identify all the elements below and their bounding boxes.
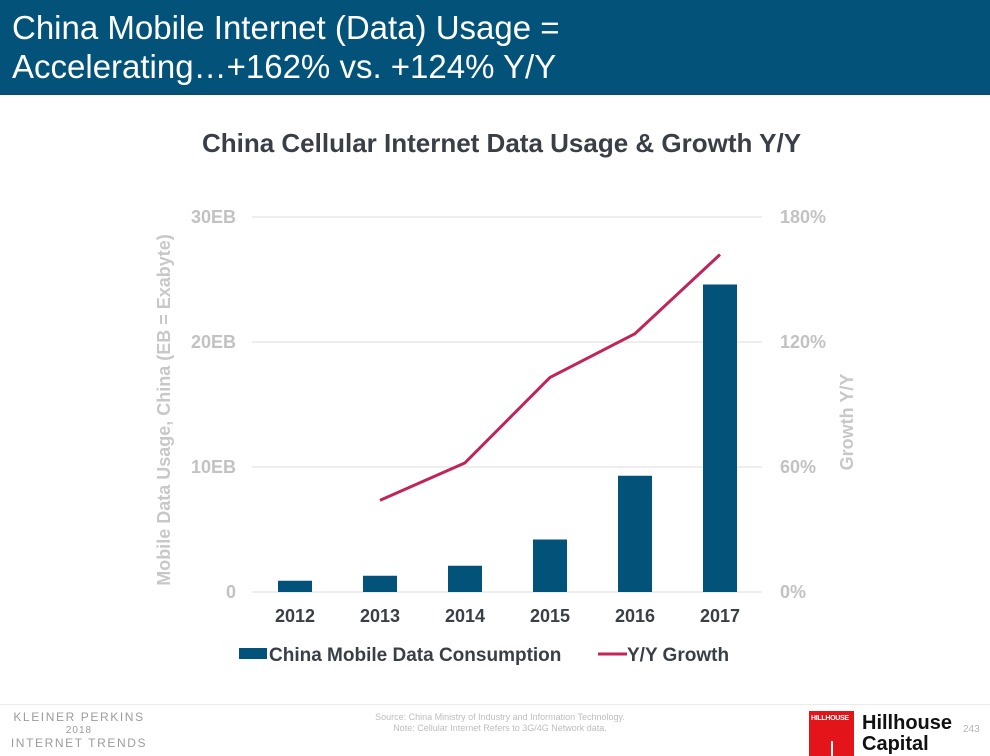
kp-year: 2018 [65, 725, 93, 736]
y-tick-left: 10EB [191, 457, 236, 477]
y-tick-left: 20EB [191, 332, 236, 352]
legend-label-line: Y/Y Growth [627, 645, 729, 666]
gridlines [252, 216, 762, 593]
note-line: Note: Cellular Internet Refers to 3G/4G … [393, 723, 607, 733]
kp-name: KLEINER PERKINS [13, 710, 145, 724]
slide-title: China Mobile Internet (Data) Usage = Acc… [12, 9, 560, 85]
slide-header: China Mobile Internet (Data) Usage = Acc… [0, 0, 990, 95]
hillhouse-capital-name: Hillhouse Capital [862, 713, 952, 755]
kp-report: INTERNET TRENDS [10, 736, 148, 750]
bar-2017 [703, 284, 737, 592]
bar-2013 [363, 575, 397, 592]
bar-2014 [448, 565, 482, 592]
chart-title: China Cellular Internet Data Usage & Gro… [201, 128, 802, 158]
y-tick-right: 120% [780, 332, 826, 352]
x-tick-label: 2016 [615, 606, 655, 626]
y-tick-right: 180% [780, 207, 826, 227]
bar-2016 [618, 475, 652, 592]
x-tick-label: 2013 [360, 606, 400, 626]
legend-swatch-bar [239, 648, 267, 659]
y-axis-label-right: Growth Y/Y [837, 374, 857, 471]
y-axis-label-left: Mobile Data Usage, China (EB = Exabyte) [154, 234, 174, 586]
x-tick-label: 2015 [530, 606, 570, 626]
kleiner-perkins-logo: KLEINER PERKINS 2018 INTERNET TRENDS [6, 711, 152, 750]
x-tick-label: 2012 [275, 606, 315, 626]
y-tick-left: 0 [226, 582, 236, 602]
hillhouse-logo-text: HILLHOUSE [811, 715, 849, 722]
legend: China Mobile Data Consumption Y/Y Growth [239, 645, 729, 666]
page-number: 243 [963, 724, 980, 735]
hillhouse-name-line1: Hillhouse [862, 712, 953, 734]
hillhouse-logo-mark [831, 741, 833, 756]
growth-line-group [379, 253, 722, 502]
bar-2015 [533, 539, 567, 592]
source-line: Source: China Ministry of Industry and I… [375, 712, 625, 722]
legend-label-bar: China Mobile Data Consumption [269, 645, 561, 666]
x-tick-label: 2014 [445, 606, 485, 626]
bars [278, 284, 737, 592]
ticks: 0 0% 10EB 60% 20EB 120% 30EB 180% 2012 2013 2014 20… [191, 207, 826, 626]
source-note: Source: China Ministry of Industry and I… [340, 712, 660, 734]
y-tick-right: 60% [780, 457, 816, 477]
x-tick-label: 2017 [700, 606, 740, 626]
chart: 0 0% 10EB 60% 20EB 120% 30EB 180% 2012 2013 2014 20… [154, 207, 857, 666]
hillhouse-logo-icon: HILLHOUSE [809, 711, 854, 756]
hillhouse-name-line2: Capital [862, 733, 929, 755]
bar-2012 [278, 580, 312, 592]
y-tick-right: 0% [780, 582, 806, 602]
footer-divider [0, 704, 990, 705]
y-tick-left: 30EB [191, 207, 236, 227]
